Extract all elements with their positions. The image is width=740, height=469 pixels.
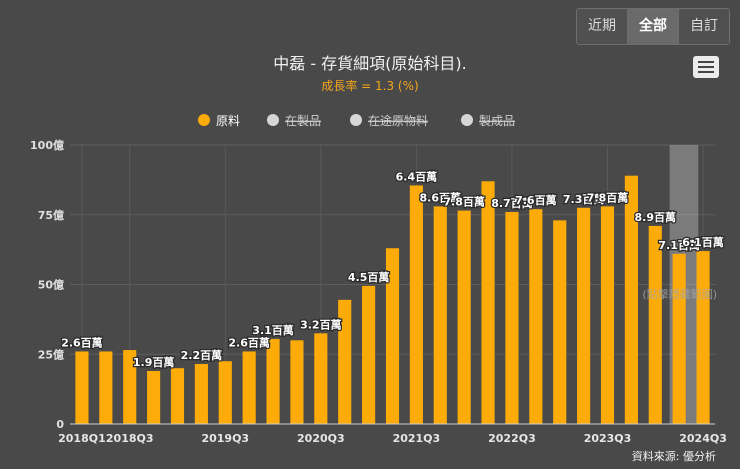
data-label: 8.6百萬 [420, 190, 462, 204]
hamburger-menu-icon[interactable] [693, 56, 719, 78]
data-label: 7.8百萬 [587, 190, 629, 204]
bar[interactable] [362, 285, 376, 424]
bar[interactable] [624, 175, 638, 424]
legend-item-label[interactable]: 原料 [216, 114, 240, 128]
y-tick-label: 75億 [38, 208, 64, 222]
x-tick-label: 2024Q3 [679, 432, 727, 445]
bar[interactable] [553, 220, 567, 424]
bar[interactable] [194, 364, 208, 424]
data-label: 2.6百萬 [228, 335, 270, 349]
bar[interactable] [147, 370, 161, 424]
range-recent-button[interactable]: 近期 [577, 9, 628, 44]
legend-marker[interactable] [350, 114, 362, 126]
bar[interactable] [433, 206, 447, 424]
legend-marker[interactable] [267, 114, 279, 126]
data-label: 7.6百萬 [515, 193, 557, 207]
data-label: 7.3百萬 [563, 192, 605, 206]
y-tick-label: 50億 [38, 278, 64, 292]
data-label: 7.8百萬 [443, 195, 485, 209]
bar[interactable] [696, 251, 710, 424]
y-tick-label: 100億 [30, 138, 64, 152]
legend-item-label[interactable]: 在製品 [285, 114, 321, 128]
data-label: 8.7百萬 [491, 196, 533, 210]
data-label: 2.2百萬 [181, 348, 223, 362]
bar[interactable] [672, 253, 686, 424]
y-tick-label: 0 [56, 418, 64, 431]
y-tick-label: 25億 [38, 347, 64, 361]
bar[interactable] [481, 181, 495, 424]
bar[interactable] [290, 340, 304, 424]
chart-subtitle: 成長率 = 1.3 (%) [321, 79, 419, 93]
bar[interactable] [170, 368, 185, 424]
data-label: 3.1百萬 [252, 323, 294, 337]
x-tick-label: 2020Q3 [297, 432, 345, 445]
bar[interactable] [648, 225, 662, 424]
data-label: 6.4百萬 [396, 169, 438, 183]
data-label: 6.1百萬 [682, 235, 724, 249]
legend-item-label[interactable]: 在途原物料 [368, 113, 428, 128]
legend-marker[interactable] [461, 114, 473, 126]
bar[interactable] [577, 207, 591, 424]
bar[interactable] [75, 351, 89, 424]
range-custom-button[interactable]: 自訂 [679, 9, 729, 44]
data-label: 4.5百萬 [348, 270, 390, 284]
data-label: 3.2百萬 [300, 317, 342, 331]
legend-item-label[interactable]: 製成品 [479, 114, 515, 128]
x-tick-label: 2022Q3 [488, 432, 536, 445]
bar[interactable] [314, 333, 328, 424]
bar[interactable] [123, 350, 137, 424]
data-label: 2.6百萬 [61, 335, 103, 349]
bar[interactable] [505, 211, 519, 424]
bar[interactable] [242, 351, 256, 424]
x-tick-label: 2018Q1 [58, 432, 106, 445]
data-label: 7.1百萬 [658, 238, 700, 252]
x-tick-label: 2023Q3 [584, 432, 632, 445]
bar[interactable] [457, 210, 471, 424]
bar[interactable] [99, 351, 113, 424]
x-tick-label: 2018Q3 [106, 432, 154, 445]
bar[interactable] [218, 361, 232, 424]
range-all-button[interactable]: 全部 [628, 9, 679, 44]
legend-marker[interactable] [198, 114, 210, 126]
data-label: 8.9百萬 [635, 210, 677, 224]
bar[interactable] [600, 206, 615, 424]
bar[interactable] [385, 248, 400, 424]
watermark-text: (點擊隱藏範圍) [642, 287, 717, 301]
bar[interactable] [409, 185, 423, 424]
range-selector: 近期 全部 自訂 [576, 8, 730, 45]
bar[interactable] [338, 299, 352, 424]
data-source-credit: 資料來源: 優分析 [631, 450, 716, 463]
bar[interactable] [529, 209, 543, 424]
x-tick-label: 2019Q3 [201, 432, 249, 445]
x-tick-label: 2021Q3 [393, 432, 441, 445]
data-label: 1.9百萬 [133, 355, 175, 369]
bar[interactable] [266, 338, 280, 424]
chart-title: 中磊 - 存貨細項(原始科目). [273, 54, 467, 73]
